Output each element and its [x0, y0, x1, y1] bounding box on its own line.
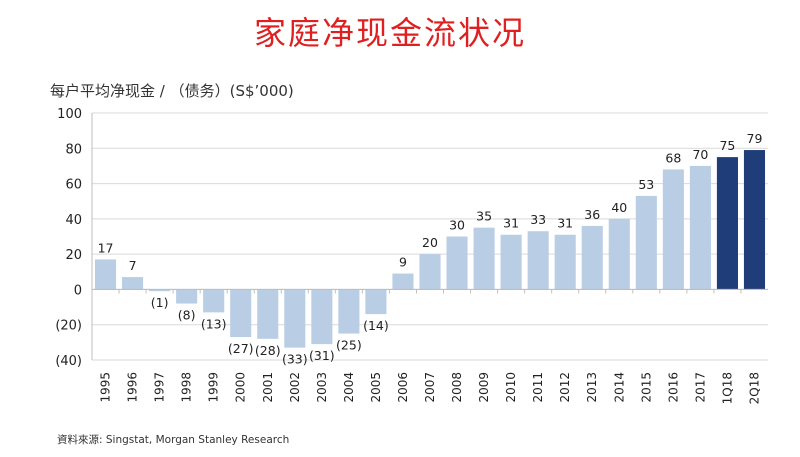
- data-label: (27): [228, 341, 254, 356]
- x-tick-label: 2007: [423, 372, 437, 403]
- x-tick-label: 2009: [477, 372, 491, 403]
- data-label: 17: [98, 240, 114, 255]
- data-label: (13): [201, 316, 227, 331]
- data-label: (25): [336, 338, 362, 353]
- data-label: (8): [178, 308, 196, 323]
- data-label: 36: [584, 207, 600, 222]
- data-label: 31: [557, 216, 573, 231]
- y-tick-label: 0: [74, 283, 82, 298]
- data-label: 30: [449, 218, 465, 233]
- x-tick-label: 2000: [234, 372, 248, 403]
- source-note: 資料來源: Singstat, Morgan Stanley Research: [57, 434, 290, 446]
- y-tick-label: 60: [65, 178, 82, 193]
- x-tick-label: 1995: [99, 372, 113, 403]
- bar-2009: [473, 227, 495, 290]
- bar-1Q18: [716, 157, 738, 290]
- x-tick-label: 2Q18: [747, 372, 761, 404]
- data-label: (33): [282, 352, 308, 367]
- x-tick-label: 1999: [207, 372, 221, 403]
- bar-1997: [149, 289, 171, 292]
- x-tick-label: 2002: [288, 372, 302, 403]
- data-label: 7: [129, 258, 137, 273]
- data-label: 33: [530, 212, 546, 227]
- bar-1995: [94, 259, 117, 290]
- bar-2004: [338, 289, 360, 334]
- bar-2014: [608, 218, 630, 290]
- bar-2005: [365, 289, 387, 315]
- data-label: 9: [399, 255, 407, 270]
- x-tick-label: 1998: [180, 372, 194, 403]
- x-tick-label: 2010: [504, 372, 518, 403]
- bar-2007: [419, 254, 441, 290]
- data-label: 75: [719, 138, 735, 153]
- y-tick-label: 20: [65, 248, 82, 263]
- x-tick-label: 2006: [396, 372, 410, 403]
- data-label: 70: [692, 147, 708, 162]
- x-tick-label: 2016: [666, 372, 680, 403]
- x-tick-label: 2017: [693, 372, 707, 403]
- x-tick-label: 1996: [126, 372, 140, 403]
- bar-2015: [635, 195, 657, 290]
- bar-1998: [176, 289, 198, 304]
- data-label: 79: [747, 131, 763, 146]
- chart-title: 家庭净现金流状况: [253, 14, 526, 52]
- data-label: 53: [638, 177, 654, 192]
- bar-2012: [554, 234, 576, 290]
- y-tick-label: 40: [65, 213, 82, 228]
- x-tick-label: 2012: [558, 372, 572, 403]
- data-label: 20: [422, 235, 438, 250]
- bar-2002: [284, 289, 306, 348]
- data-label: 40: [611, 200, 627, 215]
- x-tick-label: 1Q18: [720, 372, 734, 404]
- bar-1996: [122, 277, 144, 290]
- x-tick-label: 2014: [612, 372, 626, 403]
- data-label: (14): [363, 318, 389, 333]
- bar-2008: [446, 236, 468, 290]
- x-tick-label: 2015: [639, 372, 653, 403]
- y-tick-label: (20): [55, 319, 82, 334]
- x-tick-label: 2005: [369, 372, 383, 403]
- bar-2013: [581, 225, 603, 290]
- bar-2006: [392, 273, 414, 290]
- data-label: (28): [255, 343, 281, 358]
- y-tick-label: 80: [65, 142, 82, 157]
- data-label: 35: [476, 209, 492, 224]
- bar-2003: [311, 289, 333, 345]
- x-tick-label: 2003: [315, 372, 329, 403]
- x-tick-label: 2011: [531, 372, 545, 403]
- bar-1999: [203, 289, 225, 313]
- y-tick-label: 100: [57, 107, 82, 122]
- bar-2Q18: [743, 150, 766, 290]
- bar-2001: [257, 289, 279, 339]
- y-axis-label: 每户平均净现金 / （债务）(S$’000): [50, 82, 294, 100]
- x-tick-label: 2004: [342, 372, 356, 403]
- y-tick-label: (40): [55, 354, 82, 369]
- data-label: (31): [309, 348, 335, 363]
- x-tick-label: 2008: [450, 372, 464, 403]
- data-label: 31: [503, 216, 519, 231]
- x-tick-label: 1997: [153, 372, 167, 403]
- bar-2016: [662, 169, 684, 290]
- data-label: (1): [151, 295, 169, 310]
- bar-2017: [689, 165, 711, 290]
- x-tick-label: 2001: [261, 372, 275, 403]
- data-label: 68: [665, 150, 681, 165]
- bar-2000: [230, 289, 252, 338]
- bar-2010: [500, 234, 522, 290]
- x-tick-label: 2013: [585, 372, 599, 403]
- bar-2011: [527, 231, 549, 290]
